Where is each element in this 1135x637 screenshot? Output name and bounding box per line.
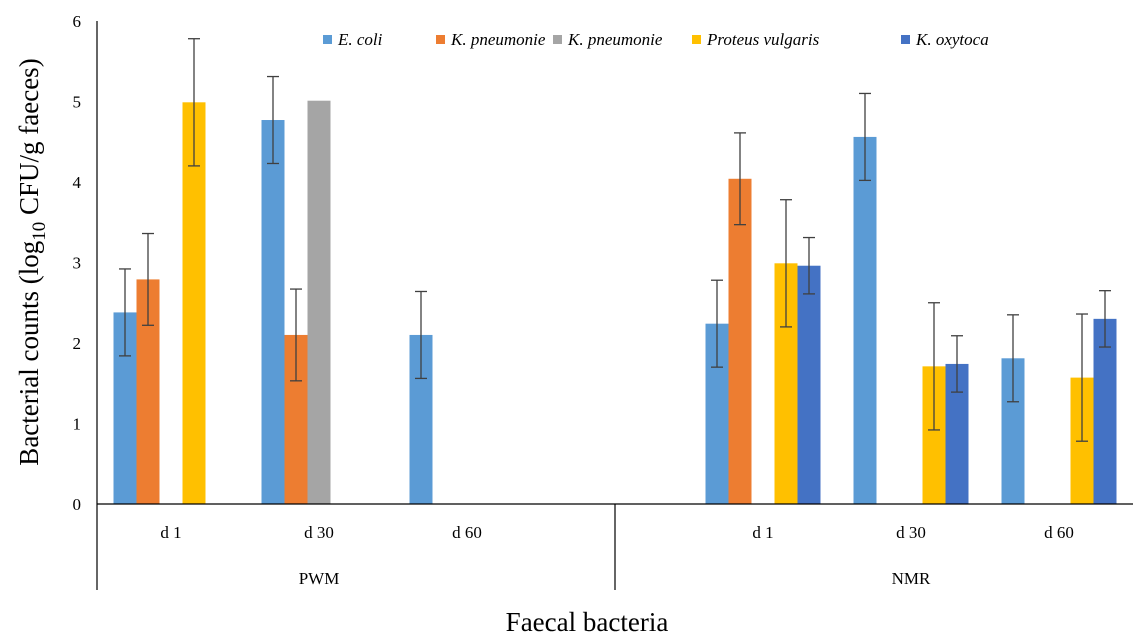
legend-label: K. oxytoca bbox=[915, 30, 989, 49]
x-category-label: d 1 bbox=[160, 523, 181, 542]
legend-label: E. coli bbox=[337, 30, 383, 49]
bar bbox=[261, 120, 285, 504]
bar bbox=[797, 265, 821, 504]
y-tick-label: 0 bbox=[73, 495, 82, 514]
legend-swatch bbox=[901, 35, 910, 44]
x-category-labels: d 1 d 30 d 60 d 1 d 30 d 60 bbox=[160, 523, 1074, 542]
bar-layer bbox=[113, 100, 1117, 505]
bar bbox=[945, 363, 969, 504]
y-tick-label: 4 bbox=[73, 173, 82, 192]
bar bbox=[284, 334, 308, 504]
legend-swatch bbox=[436, 35, 445, 44]
error-bar-layer bbox=[119, 38, 1111, 442]
legend: E. coli K. pneumonie K. pneumonie Proteus v… bbox=[323, 30, 989, 49]
x-category-label: d 30 bbox=[896, 523, 926, 542]
y-tick-label: 3 bbox=[73, 254, 82, 273]
legend-swatch bbox=[692, 35, 701, 44]
x-group-label: PWM bbox=[299, 569, 340, 588]
x-group-labels: PWM NMR bbox=[299, 504, 931, 590]
bar bbox=[1001, 358, 1025, 504]
bar bbox=[409, 334, 433, 504]
x-axis-title: Faecal bacteria bbox=[506, 607, 669, 637]
x-category-label: d 30 bbox=[304, 523, 334, 542]
legend-label: Proteus vulgaris bbox=[706, 30, 820, 49]
x-category-label: d 60 bbox=[1044, 523, 1074, 542]
legend-label: K. pneumonie bbox=[450, 30, 546, 49]
bar bbox=[1093, 318, 1117, 504]
bar bbox=[728, 178, 752, 504]
y-tick-label: 6 bbox=[73, 12, 82, 31]
bar bbox=[853, 136, 877, 505]
bar bbox=[182, 102, 206, 505]
legend-label: K. pneumonie bbox=[567, 30, 663, 49]
y-tick-label: 1 bbox=[73, 415, 82, 434]
x-category-label: d 60 bbox=[452, 523, 482, 542]
y-axis-title: Bacterial counts (log10 CFU/g faeces) bbox=[14, 58, 50, 465]
y-tick-label: 5 bbox=[73, 93, 82, 112]
x-category-label: d 1 bbox=[752, 523, 773, 542]
legend-swatch bbox=[323, 35, 332, 44]
legend-swatch bbox=[553, 35, 562, 44]
bar bbox=[307, 100, 331, 504]
y-axis-title-tail: CFU/g faeces) bbox=[14, 58, 44, 221]
y-axis-title-main: Bacterial counts (log bbox=[14, 241, 44, 466]
bar bbox=[922, 366, 946, 504]
y-tick-label: 2 bbox=[73, 334, 82, 353]
bar bbox=[136, 279, 160, 504]
y-tick-labels: 0 1 2 3 4 5 6 bbox=[73, 12, 82, 514]
y-axis-title-subscript: 10 bbox=[29, 222, 50, 241]
bar bbox=[705, 323, 729, 504]
bar bbox=[774, 263, 798, 504]
x-group-label: NMR bbox=[892, 569, 931, 588]
bar bbox=[113, 312, 137, 504]
